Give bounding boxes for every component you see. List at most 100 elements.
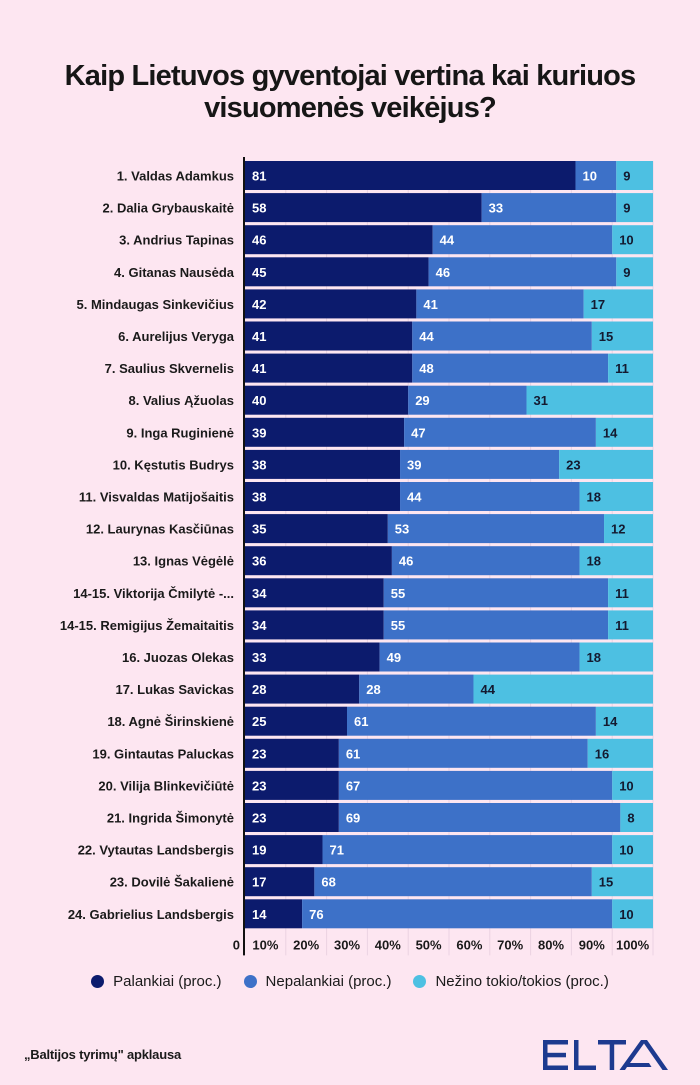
x-tick-label: 50% bbox=[416, 937, 442, 952]
value-label-unfavorable: 48 bbox=[419, 361, 433, 376]
bar-segment-unknown bbox=[559, 449, 653, 479]
bar-segment-unknown bbox=[616, 193, 653, 223]
category-label: 18. Agnė Širinskienė bbox=[107, 714, 234, 729]
category-label: 14-15. Viktorija Čmilytė -... bbox=[73, 586, 234, 601]
bar-segment-unfavorable bbox=[383, 610, 609, 640]
bar-segment-unfavorable bbox=[302, 899, 613, 929]
bar-segment-unfavorable bbox=[387, 514, 605, 544]
category-label: 7. Saulius Skvernelis bbox=[105, 361, 234, 376]
bar-row: 40 29 31 bbox=[245, 385, 653, 415]
bar-segment-unfavorable bbox=[432, 225, 613, 255]
bar-segment-favorable bbox=[245, 674, 360, 704]
category-label: 5. Mindaugas Sinkevičius bbox=[77, 297, 235, 312]
bar-row: 39 47 14 bbox=[245, 417, 653, 447]
value-label-unfavorable: 47 bbox=[411, 425, 425, 440]
value-label-unknown: 9 bbox=[623, 201, 630, 216]
bar-segment-unknown bbox=[473, 674, 653, 704]
bar-segment-favorable bbox=[245, 514, 388, 544]
bar-row: 35 53 12 bbox=[245, 514, 653, 544]
value-label-favorable: 39 bbox=[252, 425, 266, 440]
legend-item-unknown[interactable]: Nežino tokio/tokios (proc.) bbox=[413, 973, 609, 990]
bar-segment-unknown bbox=[579, 642, 653, 672]
value-label-unfavorable: 53 bbox=[395, 522, 409, 537]
bar-row: 38 44 18 bbox=[245, 482, 653, 511]
x-tick-label: 40% bbox=[375, 937, 401, 952]
value-label-unfavorable: 44 bbox=[419, 329, 434, 344]
bar-segment-unfavorable bbox=[379, 642, 580, 672]
category-label: 4. Gitanas Nausėda bbox=[114, 265, 235, 280]
bar-segment-favorable bbox=[245, 449, 401, 479]
value-label-unknown: 44 bbox=[480, 682, 495, 697]
value-label-favorable: 46 bbox=[252, 233, 266, 248]
value-label-favorable: 23 bbox=[252, 778, 266, 793]
bar-segment-unknown bbox=[612, 899, 653, 929]
bar-row: 34 55 11 bbox=[245, 578, 653, 608]
value-label-unknown: 10 bbox=[619, 233, 633, 248]
bar-segment-unknown bbox=[616, 257, 653, 287]
bar-segment-unfavorable bbox=[359, 674, 474, 704]
bar-segment-unknown bbox=[620, 803, 653, 832]
legend-label: Nežino tokio/tokios (proc.) bbox=[435, 973, 609, 990]
value-label-favorable: 33 bbox=[252, 650, 266, 665]
legend-dot-unknown bbox=[413, 975, 427, 988]
bar-segment-favorable bbox=[245, 385, 409, 415]
bar-segment-unknown bbox=[591, 867, 653, 897]
bar-segment-favorable bbox=[245, 899, 303, 929]
bar-row: 34 55 11 bbox=[245, 610, 653, 640]
category-label: 12. Laurynas Kasčiūnas bbox=[86, 522, 234, 537]
value-label-favorable: 58 bbox=[252, 201, 266, 216]
bar-row: 42 41 17 bbox=[245, 289, 653, 319]
bar-segment-unknown bbox=[608, 610, 653, 640]
bar-segment-unknown bbox=[591, 321, 653, 351]
value-label-unfavorable: 41 bbox=[423, 297, 437, 312]
value-label-unknown: 14 bbox=[603, 714, 618, 729]
value-label-unknown: 16 bbox=[595, 746, 609, 761]
chart-title-line-1: Kaip Lietuvos gyventojai vertina kai kur… bbox=[64, 60, 637, 92]
bar-segment-unfavorable bbox=[481, 193, 617, 223]
category-label: 3. Andrius Tapinas bbox=[119, 233, 234, 248]
value-label-unfavorable: 61 bbox=[346, 746, 360, 761]
bar-segment-unfavorable bbox=[400, 449, 560, 479]
category-label: 9. Inga Ruginienė bbox=[126, 425, 234, 440]
value-label-favorable: 34 bbox=[252, 586, 267, 601]
bar-segment-favorable bbox=[245, 738, 339, 768]
bar-segment-unknown bbox=[608, 353, 653, 383]
value-label-unknown: 14 bbox=[603, 425, 618, 440]
bar-row: 19 71 10 bbox=[245, 835, 653, 865]
bar-segment-favorable bbox=[245, 867, 315, 897]
bar-segment-favorable bbox=[245, 803, 339, 832]
value-label-unfavorable: 28 bbox=[366, 682, 380, 697]
value-label-unknown: 11 bbox=[615, 618, 629, 633]
value-label-favorable: 81 bbox=[252, 169, 266, 184]
legend-item-favorable[interactable]: Palankiai (proc.) bbox=[91, 973, 222, 990]
bar-segment-favorable bbox=[245, 610, 384, 640]
bar-row: 41 44 15 bbox=[245, 321, 653, 351]
bar-segment-unknown bbox=[608, 578, 653, 608]
legend-item-unfavorable[interactable]: Nepalankiai (proc.) bbox=[243, 973, 391, 990]
bar-segment-unfavorable bbox=[322, 835, 613, 865]
value-label-unfavorable: 46 bbox=[436, 265, 450, 280]
bar-segment-unfavorable bbox=[383, 578, 609, 608]
bar-row: 17 68 15 bbox=[245, 867, 653, 897]
bar-row: 25 61 14 bbox=[245, 706, 653, 736]
value-label-favorable: 23 bbox=[252, 811, 266, 826]
value-label-unknown: 10 bbox=[619, 843, 633, 858]
value-label-unknown: 18 bbox=[587, 490, 601, 505]
value-label-favorable: 19 bbox=[252, 843, 266, 858]
bar-segment-unfavorable bbox=[338, 803, 621, 832]
bar-row: 33 49 18 bbox=[245, 642, 653, 672]
value-label-unknown: 10 bbox=[619, 778, 633, 793]
bar-segment-favorable bbox=[245, 835, 323, 865]
bar-row: 28 28 44 bbox=[245, 674, 653, 704]
category-label: 22. Vytautas Landsbergis bbox=[78, 843, 234, 858]
elta-logo-glyphs bbox=[543, 1040, 668, 1070]
bar-row: 23 61 16 bbox=[245, 738, 653, 768]
bar-segment-favorable bbox=[245, 257, 429, 287]
bar-segment-favorable bbox=[245, 321, 413, 351]
bar-segment-unknown bbox=[587, 738, 653, 768]
category-label: 10. Kęstutis Budrys bbox=[113, 457, 234, 472]
bar-row: 58 33 9 bbox=[245, 193, 653, 223]
bar-row: 81 10 9 bbox=[245, 161, 653, 190]
